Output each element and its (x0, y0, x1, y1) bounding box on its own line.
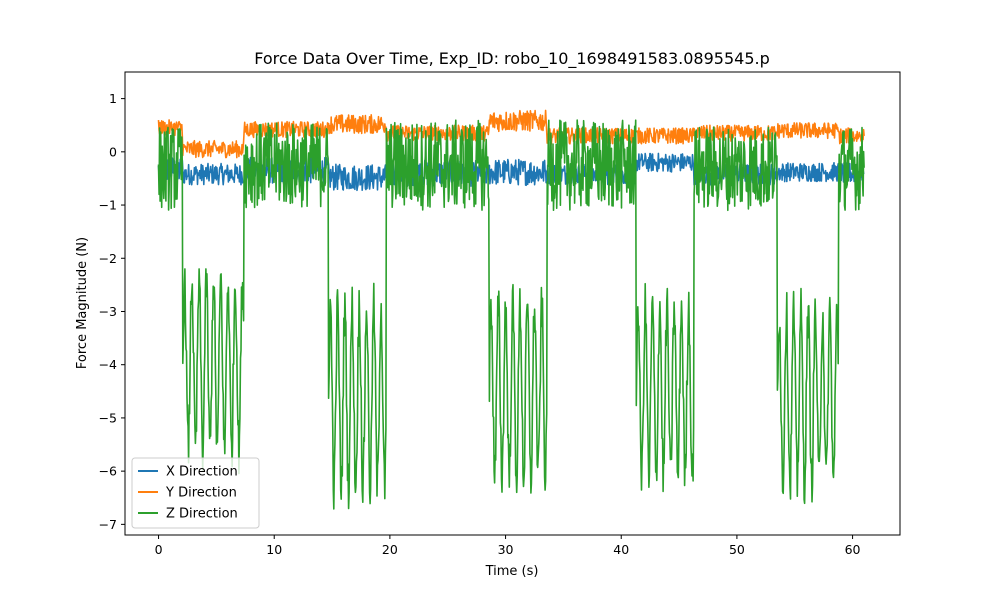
chart-title: Force Data Over Time, Exp_ID: robo_10_16… (254, 49, 770, 69)
legend-label-y-direction: Y Direction (165, 486, 237, 501)
x-tick-label: 60 (845, 542, 861, 557)
y-axis-label: Force Magnitude (N) (75, 237, 90, 369)
plot-area-frame (124, 71, 901, 536)
y-tick-label: −5 (99, 410, 117, 425)
legend: X Direction Y Direction Z Direction (131, 457, 260, 529)
x-axis: 0 10 20 30 40 50 60 (155, 535, 861, 557)
y-tick-label: 1 (109, 91, 117, 106)
y-axis: 1 0 −1 −2 −3 −4 −5 −6 −7 (99, 91, 125, 532)
y-tick-label: −1 (99, 198, 117, 213)
y-tick-label: −4 (99, 357, 117, 372)
x-tick-label: 40 (613, 542, 629, 557)
legend-label-x-direction: X Direction (166, 465, 238, 480)
y-tick-label: −7 (99, 517, 117, 532)
y-tick-label: −6 (99, 464, 117, 479)
series-layer (157, 109, 865, 510)
x-tick-label: 10 (266, 542, 282, 557)
x-tick-label: 50 (729, 542, 745, 557)
series-line-z-direction (157, 119, 865, 510)
x-axis-label: Time (s) (485, 564, 539, 579)
y-tick-label: 0 (109, 144, 117, 159)
y-tick-label: −2 (99, 251, 117, 266)
legend-box (131, 457, 260, 529)
x-tick-label: 20 (382, 542, 398, 557)
x-tick-label: 30 (498, 542, 514, 557)
x-tick-label: 0 (155, 542, 163, 557)
y-tick-label: −3 (99, 304, 117, 319)
legend-label-z-direction: Z Direction (166, 507, 238, 522)
